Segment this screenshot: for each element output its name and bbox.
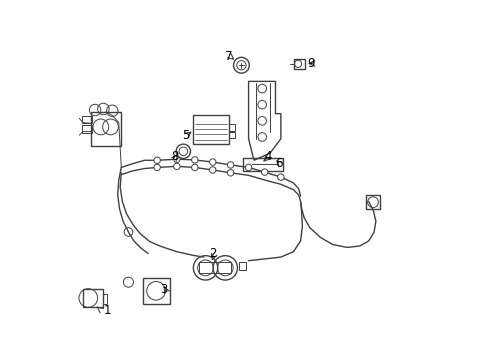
Bar xyxy=(239,262,245,270)
Bar xyxy=(193,116,229,144)
Bar xyxy=(229,132,235,138)
Circle shape xyxy=(173,156,180,162)
Bar xyxy=(199,262,231,273)
Text: 6: 6 xyxy=(275,157,283,170)
Circle shape xyxy=(192,157,198,163)
Circle shape xyxy=(262,169,268,175)
Bar xyxy=(82,116,92,123)
Bar xyxy=(91,112,122,146)
Bar xyxy=(143,278,170,304)
Bar xyxy=(229,124,235,131)
Bar xyxy=(243,158,283,171)
Circle shape xyxy=(245,164,252,171)
Bar xyxy=(366,195,380,210)
Text: 3: 3 xyxy=(161,283,168,296)
Circle shape xyxy=(227,162,234,168)
Bar xyxy=(82,126,92,133)
Circle shape xyxy=(278,174,284,180)
Bar xyxy=(102,294,107,304)
Circle shape xyxy=(154,157,160,163)
Circle shape xyxy=(173,163,180,170)
Text: 7: 7 xyxy=(225,50,233,63)
Text: 5: 5 xyxy=(182,129,190,142)
Text: 4: 4 xyxy=(265,150,272,163)
Text: 1: 1 xyxy=(103,305,111,318)
Text: 9: 9 xyxy=(308,57,315,70)
Circle shape xyxy=(227,170,234,176)
Text: 8: 8 xyxy=(172,150,179,163)
Circle shape xyxy=(210,167,216,173)
Bar xyxy=(83,289,102,307)
Circle shape xyxy=(154,164,160,171)
Bar xyxy=(294,59,304,69)
Text: 2: 2 xyxy=(209,247,217,260)
Circle shape xyxy=(192,164,198,171)
Circle shape xyxy=(210,159,216,165)
